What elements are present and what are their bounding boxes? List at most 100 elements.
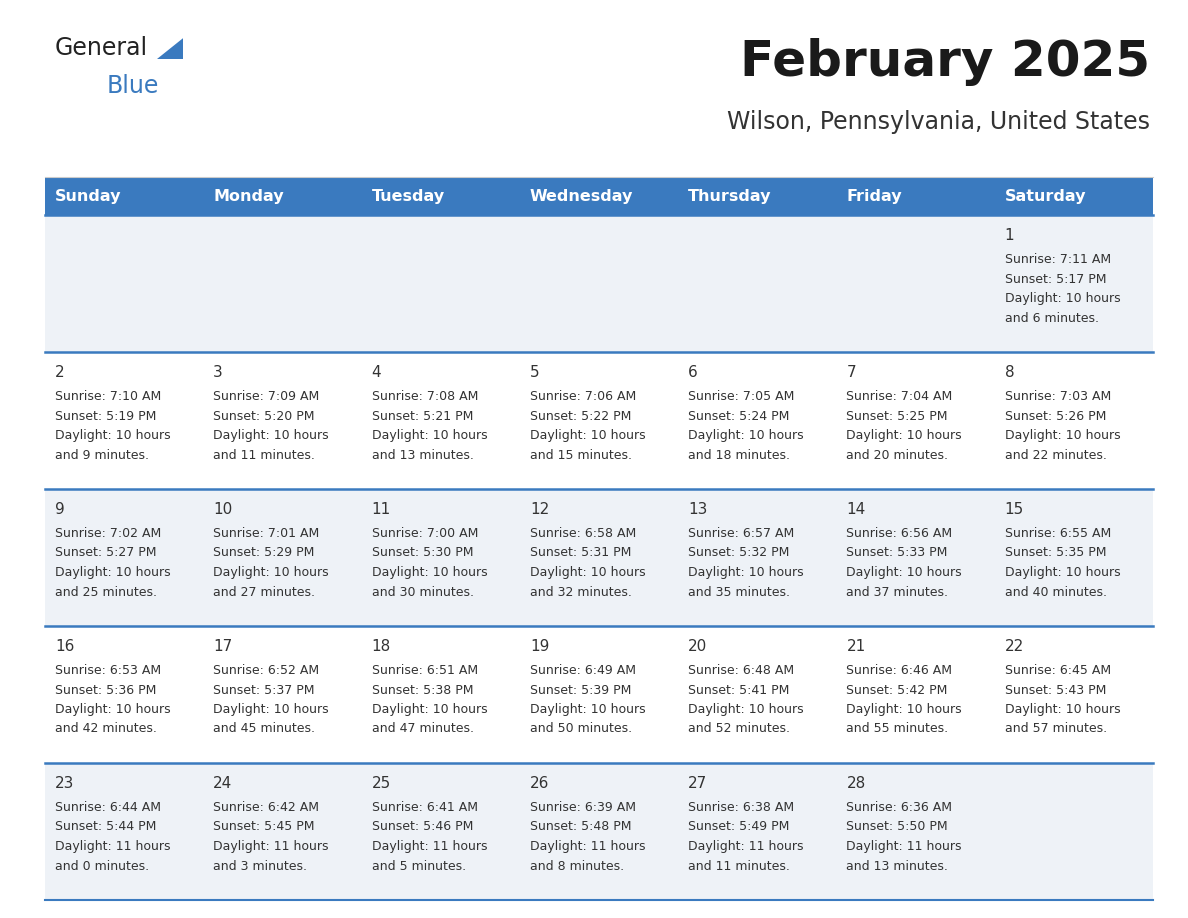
Text: and 25 minutes.: and 25 minutes. xyxy=(55,586,157,599)
Text: February 2025: February 2025 xyxy=(740,38,1150,86)
Bar xyxy=(45,626,1154,763)
Text: Sunset: 5:30 PM: Sunset: 5:30 PM xyxy=(372,546,473,559)
Bar xyxy=(45,489,1154,626)
Text: Sunset: 5:46 PM: Sunset: 5:46 PM xyxy=(372,821,473,834)
Text: Friday: Friday xyxy=(846,188,902,204)
Text: Sunset: 5:24 PM: Sunset: 5:24 PM xyxy=(688,409,790,422)
Text: 3: 3 xyxy=(214,365,223,380)
Text: Sunrise: 7:05 AM: Sunrise: 7:05 AM xyxy=(688,390,795,403)
Text: Daylight: 10 hours: Daylight: 10 hours xyxy=(214,566,329,579)
Text: Daylight: 10 hours: Daylight: 10 hours xyxy=(846,429,962,442)
Text: Daylight: 10 hours: Daylight: 10 hours xyxy=(530,703,645,716)
Text: and 5 minutes.: and 5 minutes. xyxy=(372,859,466,872)
Text: Sunrise: 7:10 AM: Sunrise: 7:10 AM xyxy=(55,390,162,403)
Text: 27: 27 xyxy=(688,776,707,791)
Text: Daylight: 10 hours: Daylight: 10 hours xyxy=(1005,566,1120,579)
Text: 26: 26 xyxy=(530,776,549,791)
Text: Sunset: 5:45 PM: Sunset: 5:45 PM xyxy=(214,821,315,834)
Text: and 42 minutes.: and 42 minutes. xyxy=(55,722,157,735)
Text: and 32 minutes.: and 32 minutes. xyxy=(530,586,632,599)
Text: Sunrise: 6:42 AM: Sunrise: 6:42 AM xyxy=(214,801,320,814)
Text: Sunset: 5:25 PM: Sunset: 5:25 PM xyxy=(846,409,948,422)
Text: Sunrise: 6:41 AM: Sunrise: 6:41 AM xyxy=(372,801,478,814)
Text: Sunset: 5:26 PM: Sunset: 5:26 PM xyxy=(1005,409,1106,422)
Text: Sunset: 5:38 PM: Sunset: 5:38 PM xyxy=(372,684,473,697)
Text: Daylight: 10 hours: Daylight: 10 hours xyxy=(372,703,487,716)
Text: Sunset: 5:48 PM: Sunset: 5:48 PM xyxy=(530,821,631,834)
Text: Sunrise: 6:56 AM: Sunrise: 6:56 AM xyxy=(846,527,953,540)
Text: and 55 minutes.: and 55 minutes. xyxy=(846,722,948,735)
Text: Sunrise: 7:11 AM: Sunrise: 7:11 AM xyxy=(1005,253,1111,266)
Text: 16: 16 xyxy=(55,639,75,654)
Text: Sunrise: 7:09 AM: Sunrise: 7:09 AM xyxy=(214,390,320,403)
Text: Sunset: 5:36 PM: Sunset: 5:36 PM xyxy=(55,684,157,697)
Text: Sunset: 5:41 PM: Sunset: 5:41 PM xyxy=(688,684,790,697)
Text: Daylight: 10 hours: Daylight: 10 hours xyxy=(688,566,804,579)
Text: Sunrise: 6:38 AM: Sunrise: 6:38 AM xyxy=(688,801,795,814)
Text: 14: 14 xyxy=(846,502,866,517)
Text: Sunrise: 6:36 AM: Sunrise: 6:36 AM xyxy=(846,801,953,814)
Text: 6: 6 xyxy=(688,365,697,380)
Text: 24: 24 xyxy=(214,776,233,791)
Text: Sunrise: 6:53 AM: Sunrise: 6:53 AM xyxy=(55,664,162,677)
Bar xyxy=(45,763,1154,900)
Text: Sunrise: 7:00 AM: Sunrise: 7:00 AM xyxy=(372,527,478,540)
Text: Sunrise: 6:57 AM: Sunrise: 6:57 AM xyxy=(688,527,795,540)
Text: Daylight: 10 hours: Daylight: 10 hours xyxy=(688,429,804,442)
Text: General: General xyxy=(55,36,148,60)
Text: 1: 1 xyxy=(1005,228,1015,243)
Text: and 50 minutes.: and 50 minutes. xyxy=(530,722,632,735)
Text: Sunset: 5:43 PM: Sunset: 5:43 PM xyxy=(1005,684,1106,697)
Text: and 18 minutes.: and 18 minutes. xyxy=(688,449,790,462)
Text: Daylight: 10 hours: Daylight: 10 hours xyxy=(530,566,645,579)
Text: Daylight: 10 hours: Daylight: 10 hours xyxy=(688,703,804,716)
Text: Sunrise: 7:06 AM: Sunrise: 7:06 AM xyxy=(530,390,636,403)
Text: Daylight: 10 hours: Daylight: 10 hours xyxy=(55,703,171,716)
Text: Daylight: 11 hours: Daylight: 11 hours xyxy=(372,840,487,853)
Text: Sunset: 5:42 PM: Sunset: 5:42 PM xyxy=(846,684,948,697)
Bar xyxy=(45,177,1154,215)
Text: 28: 28 xyxy=(846,776,866,791)
Text: Sunset: 5:20 PM: Sunset: 5:20 PM xyxy=(214,409,315,422)
Text: Sunset: 5:29 PM: Sunset: 5:29 PM xyxy=(214,546,315,559)
Text: Daylight: 10 hours: Daylight: 10 hours xyxy=(1005,292,1120,305)
Text: 15: 15 xyxy=(1005,502,1024,517)
Text: and 22 minutes.: and 22 minutes. xyxy=(1005,449,1106,462)
Text: Thursday: Thursday xyxy=(688,188,772,204)
Text: and 13 minutes.: and 13 minutes. xyxy=(372,449,474,462)
Text: Sunrise: 6:44 AM: Sunrise: 6:44 AM xyxy=(55,801,162,814)
Text: Sunrise: 6:48 AM: Sunrise: 6:48 AM xyxy=(688,664,795,677)
Text: 12: 12 xyxy=(530,502,549,517)
Text: 13: 13 xyxy=(688,502,708,517)
Text: and 13 minutes.: and 13 minutes. xyxy=(846,859,948,872)
Text: Daylight: 11 hours: Daylight: 11 hours xyxy=(688,840,803,853)
Text: Sunset: 5:39 PM: Sunset: 5:39 PM xyxy=(530,684,631,697)
Bar xyxy=(45,215,1154,352)
Text: and 27 minutes.: and 27 minutes. xyxy=(214,586,315,599)
Polygon shape xyxy=(157,39,183,59)
Text: 25: 25 xyxy=(372,776,391,791)
Text: Blue: Blue xyxy=(107,74,159,98)
Text: Sunset: 5:32 PM: Sunset: 5:32 PM xyxy=(688,546,790,559)
Text: Sunset: 5:33 PM: Sunset: 5:33 PM xyxy=(846,546,948,559)
Text: Sunrise: 6:49 AM: Sunrise: 6:49 AM xyxy=(530,664,636,677)
Text: and 15 minutes.: and 15 minutes. xyxy=(530,449,632,462)
Text: Daylight: 10 hours: Daylight: 10 hours xyxy=(55,429,171,442)
Text: Daylight: 10 hours: Daylight: 10 hours xyxy=(372,429,487,442)
Text: and 11 minutes.: and 11 minutes. xyxy=(688,859,790,872)
Text: and 45 minutes.: and 45 minutes. xyxy=(214,722,315,735)
Text: Daylight: 10 hours: Daylight: 10 hours xyxy=(846,703,962,716)
Text: Sunset: 5:27 PM: Sunset: 5:27 PM xyxy=(55,546,157,559)
Text: 21: 21 xyxy=(846,639,866,654)
Text: and 35 minutes.: and 35 minutes. xyxy=(688,586,790,599)
Text: and 6 minutes.: and 6 minutes. xyxy=(1005,311,1099,324)
Text: and 47 minutes.: and 47 minutes. xyxy=(372,722,474,735)
Text: 9: 9 xyxy=(55,502,65,517)
Text: 4: 4 xyxy=(372,365,381,380)
Text: Sunset: 5:35 PM: Sunset: 5:35 PM xyxy=(1005,546,1106,559)
Text: Wilson, Pennsylvania, United States: Wilson, Pennsylvania, United States xyxy=(727,110,1150,134)
Text: Sunset: 5:44 PM: Sunset: 5:44 PM xyxy=(55,821,157,834)
Text: Monday: Monday xyxy=(214,188,284,204)
Text: and 40 minutes.: and 40 minutes. xyxy=(1005,586,1107,599)
Text: and 9 minutes.: and 9 minutes. xyxy=(55,449,148,462)
